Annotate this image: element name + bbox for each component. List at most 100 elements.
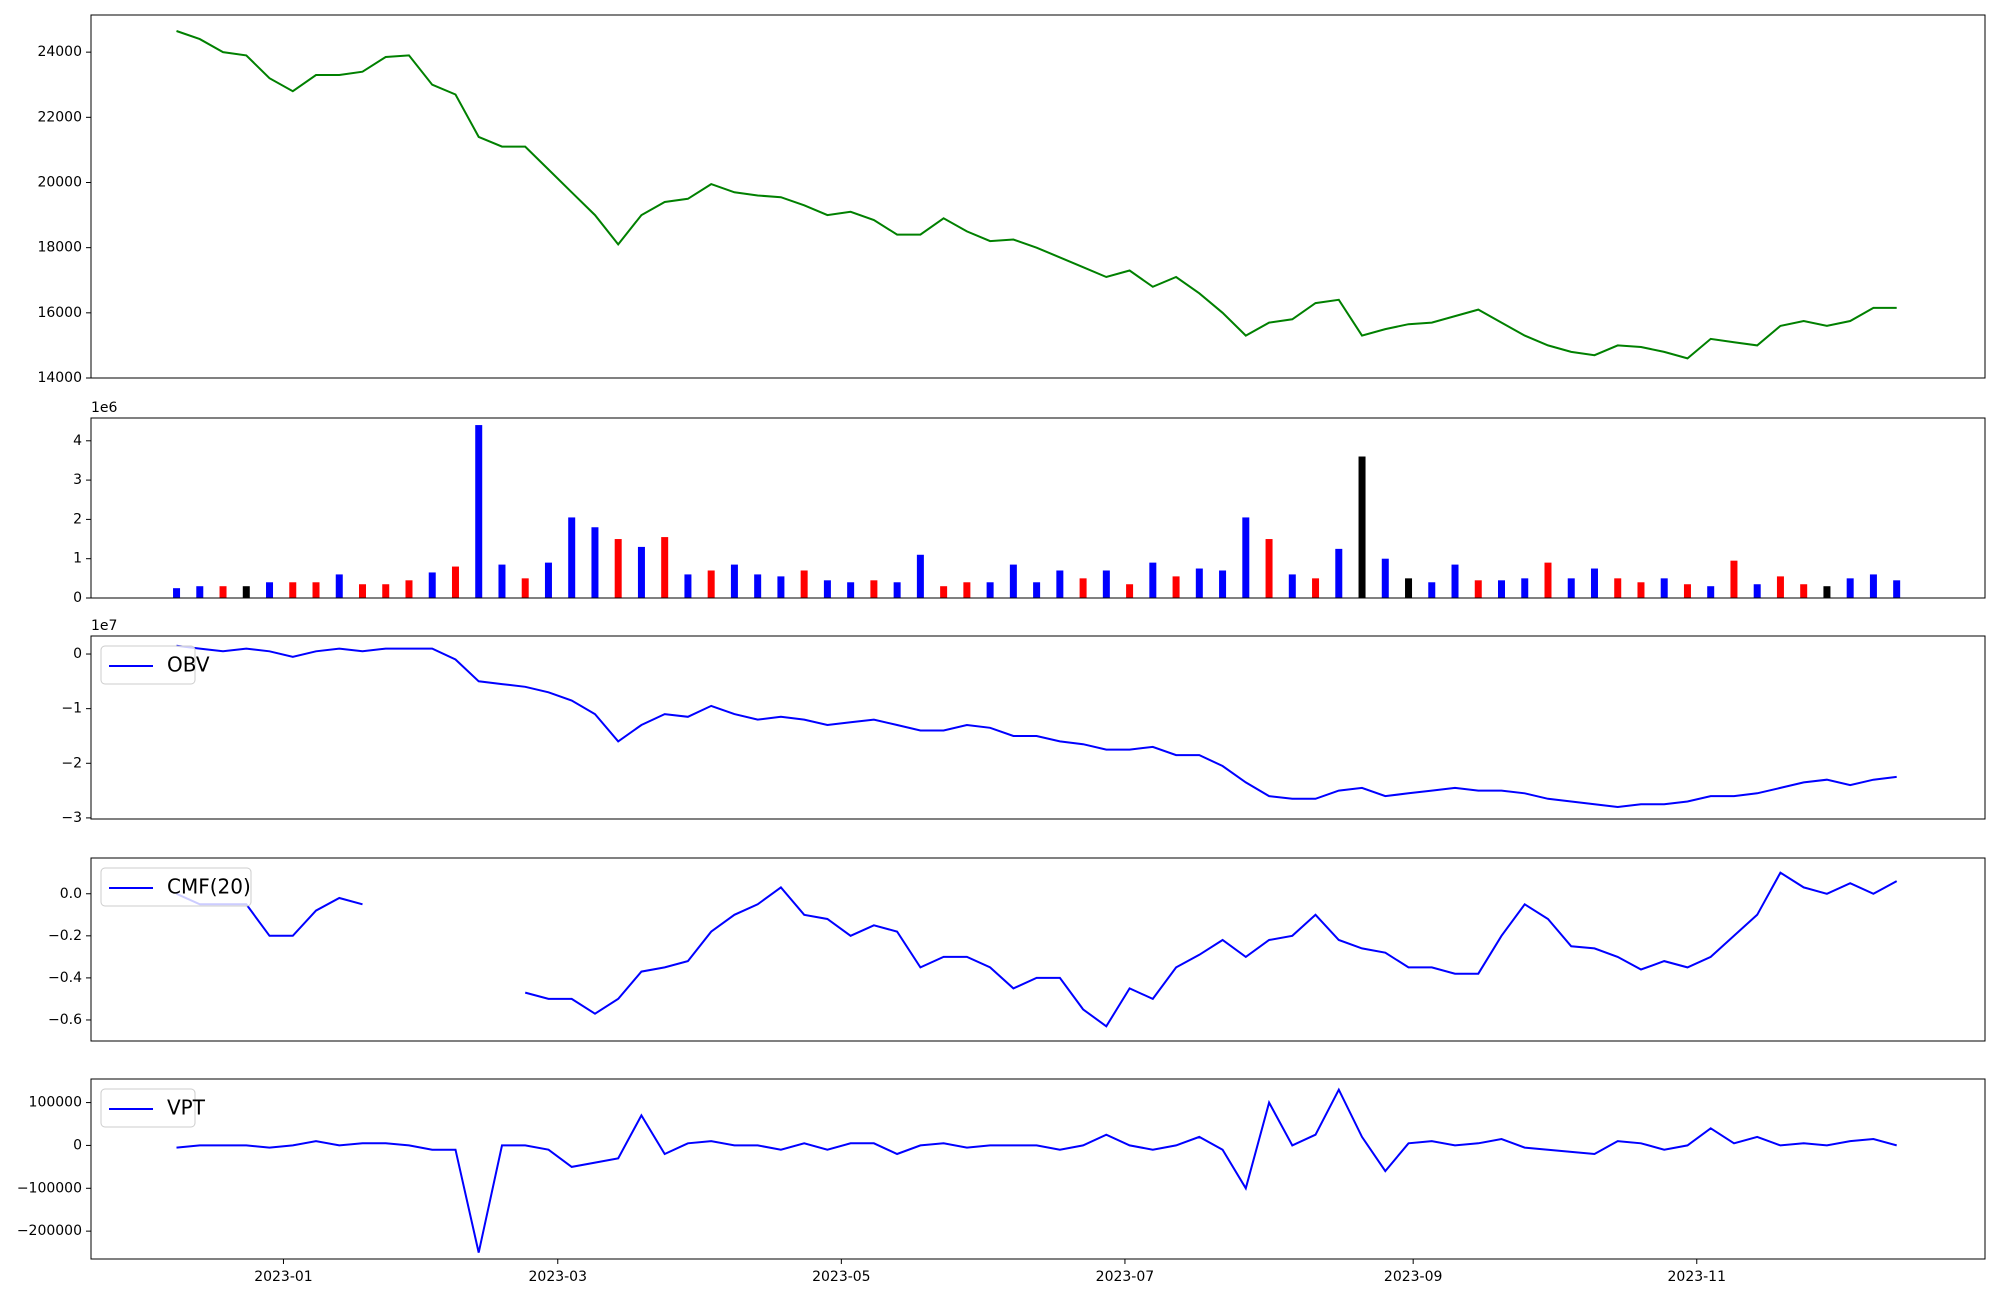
bar	[1033, 582, 1041, 598]
bar	[1242, 517, 1250, 598]
bar	[847, 582, 855, 598]
bar	[614, 539, 622, 598]
bar	[1102, 570, 1110, 598]
y-tick-label: 16000	[37, 305, 82, 321]
x-tick-label: 2023-11	[1668, 1269, 1727, 1285]
y-tick-label: −3	[61, 810, 82, 826]
y-tick-label: −100000	[17, 1180, 82, 1196]
plot-frame	[90, 14, 1986, 379]
y-tick-label: 3	[73, 472, 82, 488]
y-tick-label: 18000	[37, 240, 82, 256]
y-tick-label: 24000	[37, 44, 82, 60]
legend-label: CMF(20)	[167, 875, 251, 899]
bar	[1776, 576, 1784, 598]
bar	[754, 574, 762, 598]
bar	[521, 578, 529, 598]
bar	[777, 576, 785, 598]
bar	[1126, 584, 1134, 598]
bar	[1498, 580, 1506, 598]
bar	[289, 582, 297, 598]
data-line	[176, 1087, 1897, 1253]
bar	[498, 564, 506, 598]
bar	[986, 582, 994, 598]
bar	[1335, 548, 1343, 598]
bar	[1753, 584, 1761, 598]
bar	[568, 517, 576, 598]
bar	[591, 527, 599, 598]
bar	[1451, 564, 1459, 598]
bar	[1893, 580, 1901, 598]
bar	[1660, 578, 1668, 598]
bar	[963, 582, 971, 598]
bar	[219, 586, 227, 598]
bar	[196, 586, 204, 598]
bar	[1381, 558, 1389, 598]
bar	[1521, 578, 1529, 598]
bar	[637, 546, 645, 598]
legend-label: OBV	[167, 653, 210, 677]
bar	[1730, 560, 1738, 598]
bar	[266, 582, 274, 598]
bar	[1219, 570, 1227, 598]
bar	[1823, 586, 1831, 598]
bar	[684, 574, 692, 598]
plot-frame	[90, 635, 1986, 820]
bar	[800, 570, 808, 598]
plot-frame	[90, 857, 1986, 1042]
y-tick-label: 22000	[37, 109, 82, 125]
bar	[428, 572, 436, 598]
bar	[1358, 456, 1366, 598]
y-tick-label: 0	[73, 646, 82, 662]
bar	[1405, 578, 1413, 598]
bar	[1288, 574, 1296, 598]
offset-label: 1e6	[91, 400, 118, 416]
bar	[1800, 584, 1808, 598]
bar	[1474, 580, 1482, 598]
plot-frame	[90, 1078, 1986, 1260]
y-tick-label: 0	[73, 1137, 82, 1153]
bar	[173, 588, 181, 598]
bar	[870, 580, 878, 598]
bar	[1869, 574, 1877, 598]
bar	[661, 537, 669, 598]
x-tick-label: 2023-03	[529, 1269, 588, 1285]
data-line	[176, 871, 1898, 1028]
bar	[1846, 578, 1854, 598]
bar	[823, 580, 831, 598]
bar	[940, 586, 948, 598]
y-tick-label: 20000	[37, 174, 82, 190]
y-tick-label: 2	[73, 511, 82, 527]
bar	[451, 566, 459, 598]
y-tick-label: 4	[73, 433, 82, 449]
y-tick-label: 14000	[37, 370, 82, 386]
x-tick-label: 2023-01	[254, 1269, 313, 1285]
plot-frame	[90, 417, 1986, 599]
bar	[1567, 578, 1575, 598]
y-tick-label: −200000	[17, 1223, 82, 1239]
y-tick-label: −0.6	[48, 1012, 82, 1028]
y-tick-label: −2	[61, 755, 82, 771]
bar	[1312, 578, 1320, 598]
bar	[382, 584, 390, 598]
data-line	[176, 30, 1897, 360]
bar	[1265, 539, 1273, 598]
bar	[1195, 568, 1203, 598]
bar	[1637, 582, 1645, 598]
bar	[359, 584, 367, 598]
bar	[916, 554, 924, 598]
y-tick-label: −1	[61, 701, 82, 717]
bar	[1614, 578, 1622, 598]
offset-label: 1e7	[91, 618, 117, 634]
y-tick-label: 0	[73, 590, 82, 606]
data-line	[176, 644, 1897, 809]
x-tick-label: 2023-09	[1384, 1269, 1443, 1285]
x-tick-label: 2023-05	[812, 1269, 871, 1285]
bar	[730, 564, 738, 598]
bar	[893, 582, 901, 598]
bar	[707, 570, 715, 598]
bar	[1009, 564, 1017, 598]
y-tick-label: −0.2	[48, 928, 82, 944]
y-tick-label: 100000	[29, 1095, 82, 1111]
y-tick-label: −0.4	[48, 970, 82, 986]
